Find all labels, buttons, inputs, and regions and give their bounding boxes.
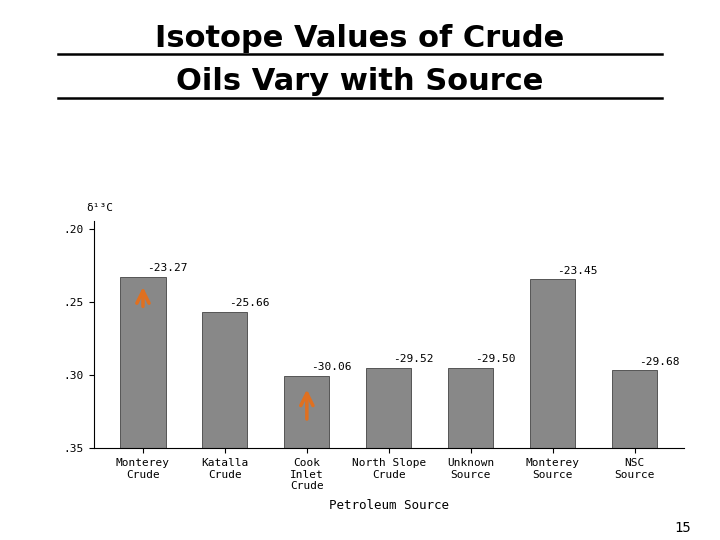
Text: δ¹³C: δ¹³C [86, 203, 114, 213]
Bar [449, 368, 493, 448]
Text: 15: 15 [675, 521, 691, 535]
Text: Oils Vary with Source: Oils Vary with Source [176, 68, 544, 97]
Text: Isotope Values of Crude: Isotope Values of Crude [156, 24, 564, 53]
X-axis label: Petroleum Source: Petroleum Source [329, 500, 449, 512]
Text: -29.52: -29.52 [393, 354, 433, 364]
Bar [284, 376, 329, 448]
Text: -30.06: -30.06 [311, 362, 351, 372]
Text: -25.66: -25.66 [229, 298, 269, 308]
Text: -29.50: -29.50 [475, 354, 516, 364]
Bar [530, 279, 575, 448]
Bar [612, 370, 657, 448]
Bar [120, 276, 166, 448]
Bar [202, 312, 248, 448]
Bar [366, 368, 411, 448]
Text: -29.68: -29.68 [639, 357, 679, 367]
Text: -23.27: -23.27 [147, 263, 188, 273]
Text: -23.45: -23.45 [557, 266, 598, 275]
